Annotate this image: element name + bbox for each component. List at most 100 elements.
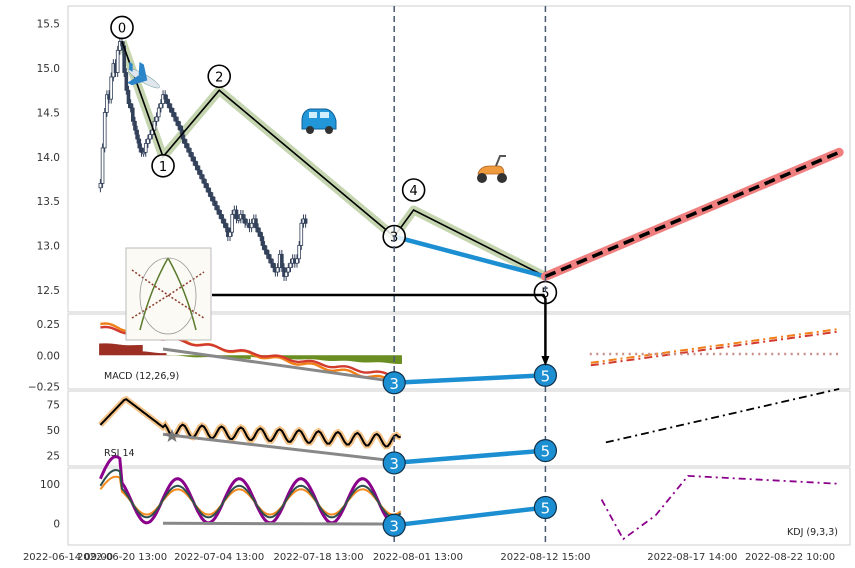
candle-body xyxy=(213,200,217,206)
panel-frame-3 xyxy=(67,467,851,546)
indicator-marker-circle xyxy=(382,451,406,475)
candle xyxy=(206,183,211,197)
candle xyxy=(208,187,213,202)
x-tick-label: 2022-06-14 09:00 xyxy=(23,552,113,563)
candle-body xyxy=(230,214,234,233)
macd-hist-bar xyxy=(390,355,394,364)
y-tick-label: 12.5 xyxy=(37,285,60,297)
macd-hist-bar xyxy=(179,355,182,356)
connector-arrow xyxy=(541,356,550,366)
candle xyxy=(223,218,228,233)
scooter-body xyxy=(477,165,505,175)
macd-forecast-bar xyxy=(693,352,696,356)
wave-label-4: 4 xyxy=(401,178,426,202)
kdj-gray-link xyxy=(162,521,395,526)
macd-hist-bar xyxy=(142,351,145,356)
candle xyxy=(156,103,161,122)
candle xyxy=(191,152,196,166)
candle xyxy=(102,108,107,153)
rsi-line xyxy=(99,398,401,448)
macd-hist-bar xyxy=(384,355,387,363)
macd-forecast-bar xyxy=(667,352,670,356)
macd-hist-bar xyxy=(284,355,288,359)
macd-hist-bar xyxy=(354,355,357,362)
candle xyxy=(172,108,176,122)
car-window xyxy=(320,112,329,118)
candle xyxy=(241,210,245,224)
macd-hist-bar xyxy=(312,355,316,360)
macd-hist-bar xyxy=(366,355,370,363)
rsi-gray-link xyxy=(162,432,395,463)
macd-hist-bar xyxy=(150,352,154,356)
macd-hist-bar xyxy=(163,353,167,356)
candle-body xyxy=(275,267,280,273)
kdj-j-line xyxy=(99,455,402,525)
indicator-marker-circle xyxy=(533,438,558,463)
macd-forecast-bar xyxy=(622,352,625,356)
candle xyxy=(213,196,217,210)
macd-forecast-bar xyxy=(764,352,767,356)
candle-body xyxy=(115,49,120,73)
candle-body xyxy=(98,182,103,189)
macd-hist-bar xyxy=(122,345,126,356)
candle-body xyxy=(152,120,157,131)
macd-hist-bar xyxy=(373,355,377,363)
macd_panel-label: MACD (12,26,9) xyxy=(104,371,179,382)
candle-body xyxy=(135,129,139,140)
macd-hist-bar xyxy=(330,355,333,361)
candle xyxy=(249,218,254,233)
macd-forecast-bar xyxy=(628,352,631,356)
macd-hist-bar xyxy=(328,355,331,361)
candle-body xyxy=(139,147,144,153)
macd-hist-bar xyxy=(377,355,381,363)
car-icon xyxy=(301,108,337,134)
x-tick-label: 2022-06-20 13:00 xyxy=(77,552,167,563)
y-tick-label: 75 xyxy=(47,399,60,411)
macd-hist-bar xyxy=(105,343,109,356)
macd-forecast-bar xyxy=(738,352,741,356)
candle xyxy=(165,94,170,108)
macd-forecast-bar xyxy=(641,352,644,356)
macd-hist-bar xyxy=(127,345,130,356)
x-tick-label: 2022-08-22 10:00 xyxy=(745,552,835,563)
airplane-wing xyxy=(127,75,148,86)
candle xyxy=(262,241,267,255)
candle xyxy=(131,103,135,126)
connector-line xyxy=(212,293,547,362)
macd-hist-bar xyxy=(319,355,323,361)
indicator-marker-text: 5 xyxy=(541,367,551,385)
macd-hist-bar xyxy=(241,355,245,359)
fern-leaf xyxy=(131,271,205,319)
candle-body xyxy=(174,116,178,122)
wave-label-circle xyxy=(401,178,426,202)
macd-hist-bar xyxy=(341,355,344,361)
macd-hist-bar xyxy=(358,355,361,363)
macd-forecast-bar xyxy=(609,352,612,356)
macd-forecast-bar xyxy=(803,352,806,356)
indicator-marker-text: 5 xyxy=(541,499,551,517)
candle-body xyxy=(197,169,202,175)
candle-body xyxy=(105,94,109,113)
macd-hist-bar xyxy=(125,345,128,356)
wave-label-2: 2 xyxy=(207,64,232,89)
indicator-marker-3: 3 xyxy=(382,371,406,395)
candle-body xyxy=(258,231,263,238)
indicator-marker-5: 5 xyxy=(533,495,558,520)
macd-gray-link xyxy=(162,347,395,383)
y-tick-label: 0.00 xyxy=(37,350,60,362)
wave-label-circle xyxy=(110,15,134,40)
macd-hist-bar xyxy=(107,343,111,356)
candle-body xyxy=(159,103,163,109)
macd-hist-bar xyxy=(323,355,327,361)
macd-hist-bar xyxy=(306,355,310,360)
car-window xyxy=(309,112,317,118)
macd-forecast-bar xyxy=(654,352,657,356)
candle-body xyxy=(141,151,146,155)
macd-hist-bar xyxy=(287,355,290,359)
macd-hist-bar xyxy=(118,344,122,356)
macd-hist-bar xyxy=(379,355,383,363)
scooter-wheel xyxy=(477,173,487,183)
macd-forecast-bar xyxy=(810,352,813,356)
wave-label-text: 4 xyxy=(409,184,417,199)
wave-label-text: 1 xyxy=(159,160,167,175)
